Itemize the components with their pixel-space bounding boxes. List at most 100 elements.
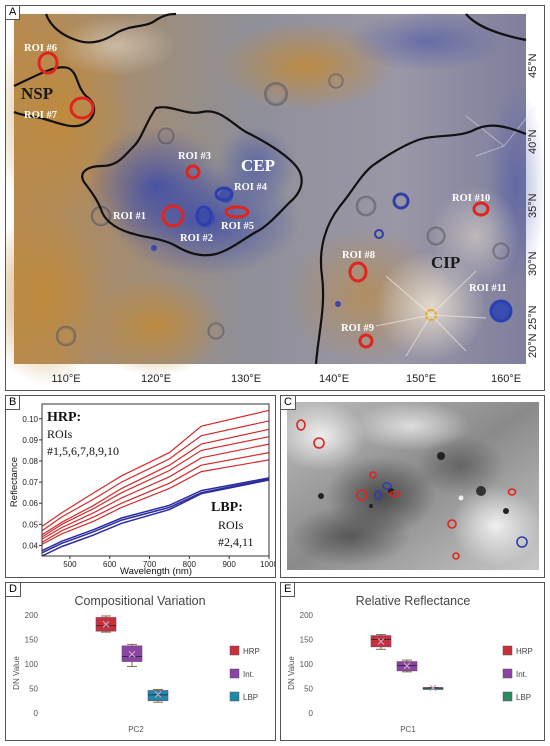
roi-label: ROI #11 (469, 283, 507, 294)
region-label-cep: CEP (241, 156, 275, 175)
spectrum-line-hrp-6 (41, 459, 270, 545)
roi-11-marker (516, 536, 528, 548)
y-tick-label: 50 (29, 685, 38, 694)
lat-label: 40°N (527, 129, 539, 154)
lon-label: 120°E (141, 373, 171, 385)
lbp-annotation-rois: ROIs (218, 518, 244, 532)
panel-c-grayscale-map: C (276, 395, 545, 578)
y-tick-label: 200 (25, 611, 39, 620)
roi-6-marker (296, 419, 306, 431)
lon-label: 150°E (406, 373, 436, 385)
chart-xlabel: PC2 (128, 725, 144, 734)
chart-ylabel: DN Value (287, 656, 296, 690)
box-yticks: 0 50 100 150 200 (300, 611, 314, 718)
legend-swatch (502, 668, 513, 679)
chart-ylabel: DN Value (12, 656, 21, 690)
roi-7-marker (69, 96, 95, 120)
box-mean-marker (403, 662, 411, 670)
box-mean-marker (154, 690, 162, 698)
lat-label: 25°N (527, 305, 539, 330)
spectrum-line-hrp-5 (41, 452, 270, 543)
roi-3-marker (185, 164, 201, 180)
roi-2-marker (374, 490, 382, 500)
cip-boundary-top (465, 13, 527, 42)
latitude-labels: 45°N 40°N 35°N 30°N 25°N 20°N (527, 53, 539, 358)
roi-8-marker (447, 519, 457, 529)
roi-label: ROI #3 (178, 151, 211, 162)
lon-label: 140°E (319, 373, 349, 385)
nsp-boundary-top (44, 12, 177, 44)
x-tick-label: 500 (63, 560, 77, 569)
roi-4-marker (214, 186, 234, 202)
spectrum-line-lbp-7 (41, 477, 270, 552)
roi-9-marker (358, 333, 374, 349)
spectrum-line-hrp-3 (41, 436, 270, 538)
lat-label: 35°N (527, 193, 539, 218)
map-figure: ROI #6 ROI #7 ROI #3 ROI #4 ROI #1 ROI #… (0, 6, 546, 386)
roi-9-marker (452, 552, 460, 560)
spectrum-line-lbp-8 (41, 478, 270, 554)
legend-label: LBP (243, 693, 258, 702)
roi-label: ROI #5 (221, 221, 254, 232)
box-legend: HRP Int. LBP (502, 645, 533, 702)
roi-label: ROI #2 (180, 233, 213, 244)
y-tick-label: 200 (300, 611, 314, 620)
spectrum-line-hrp-2 (41, 428, 270, 536)
panel-label-d: D (6, 583, 21, 597)
compositional-variation-chart: Compositional Variation DN Value PC2 0 50… (12, 594, 260, 734)
legend-swatch (502, 645, 513, 656)
box-yticks: 0 50 100 150 200 (25, 611, 39, 718)
grayscale-image (276, 401, 541, 570)
legend-swatch (229, 691, 240, 702)
chart-title: Compositional Variation (74, 594, 205, 608)
y-tick-label: 100 (300, 660, 314, 669)
lbp-annotation-list: #2,4,11 (218, 535, 254, 549)
legend-label: LBP (516, 693, 531, 702)
roi-4-marker (382, 482, 392, 490)
roi-5-marker (224, 205, 250, 219)
y-tick-label: 150 (300, 636, 314, 645)
spectrum-line-lbp-9 (41, 479, 270, 557)
panel-label-e: E (281, 583, 296, 597)
region-labels: NSP CEP CIP (21, 84, 460, 272)
y-tick-label: 150 (25, 636, 39, 645)
roi-label: ROI #10 (452, 193, 490, 204)
roi-label: ROI #1 (113, 211, 146, 222)
box-mean-marker (102, 620, 110, 628)
hrp-annotation-title: HRP: (47, 410, 81, 425)
chart-xlabel: PC1 (400, 725, 416, 734)
legend-label: HRP (243, 647, 260, 656)
cip-boundary (314, 124, 527, 365)
lbp-annotation-title: LBP: (211, 500, 243, 515)
box-marks (95, 615, 169, 703)
roi-label: ROI #7 (24, 110, 57, 121)
spectra-plot-frame (41, 403, 270, 557)
panel-label-a: A (6, 6, 21, 20)
panel-a-map: A (0, 5, 546, 391)
spectra-yticks: 0.04 0.05 0.06 0.07 0.08 0.09 0.10 (22, 415, 42, 550)
y-tick-label: 0.09 (22, 436, 38, 445)
panel-d-compositional-variation: D Compositional Variation DN Value PC2 0… (5, 582, 276, 741)
box-mean-marker (377, 638, 385, 645)
relative-reflectance-chart: Relative Reflectance DN Value PC1 0 50 100… (287, 594, 533, 734)
y-tick-label: 0.05 (22, 520, 38, 529)
spectrum-line-hrp-4 (41, 443, 270, 540)
lon-label: 160°E (491, 373, 521, 385)
box-lbp (147, 690, 169, 702)
spectra-annotations: HRP: ROIs #1,5,6,7,8,9,10 LBP: ROIs #2,4… (47, 410, 254, 549)
legend-swatch (502, 691, 513, 702)
spectra-lines (41, 409, 270, 557)
spectra-xlabel: Wavelength (nm) (120, 566, 192, 577)
box-mean-marker (128, 650, 136, 658)
x-tick-label: 600 (103, 560, 117, 569)
y-tick-label: 0 (34, 709, 39, 718)
roi-3-marker (369, 471, 377, 479)
panel-label-b: B (6, 396, 21, 410)
lat-label: 30°N (527, 251, 539, 276)
roi-labels: ROI #6 ROI #7 ROI #3 ROI #4 ROI #1 ROI #… (24, 43, 507, 334)
y-tick-label: 0.08 (22, 457, 38, 466)
longitude-labels: 110°E 120°E 130°E 140°E 150°E 160°E (51, 373, 521, 385)
legend-label: Int. (243, 670, 254, 679)
